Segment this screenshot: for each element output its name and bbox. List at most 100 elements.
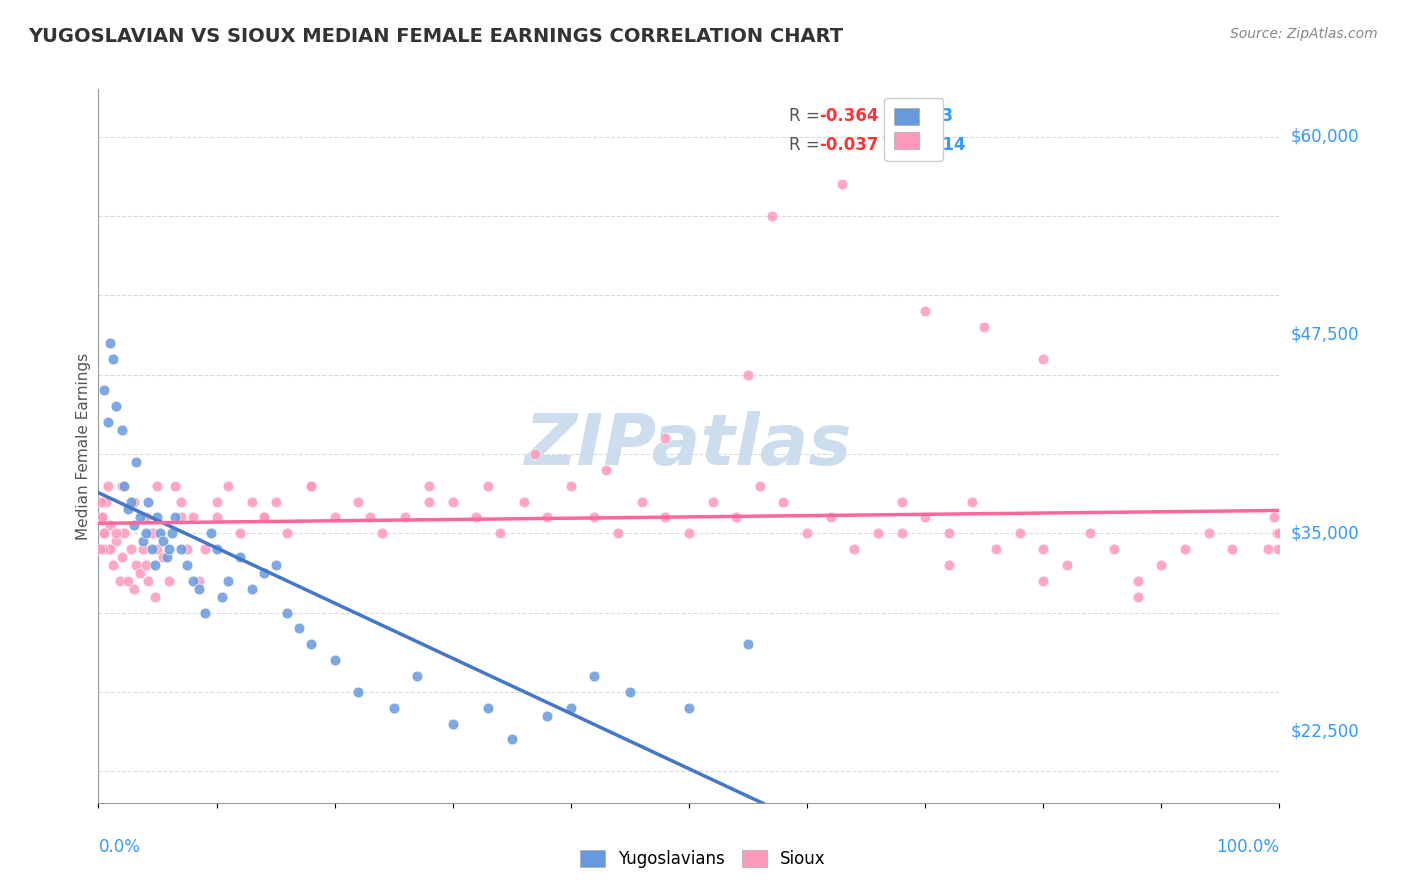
Point bbox=[1150, 558, 1173, 572]
Point bbox=[135, 558, 157, 572]
Point bbox=[105, 400, 128, 414]
Point bbox=[288, 621, 311, 635]
Point bbox=[276, 526, 298, 541]
Point bbox=[1032, 351, 1054, 366]
Point bbox=[91, 510, 114, 524]
Point bbox=[93, 526, 115, 541]
Text: ZIPatlas: ZIPatlas bbox=[526, 411, 852, 481]
Point bbox=[914, 510, 936, 524]
Legend: Yugoslavians, Sioux: Yugoslavians, Sioux bbox=[574, 843, 832, 875]
Point bbox=[477, 478, 499, 492]
Point bbox=[253, 566, 276, 580]
Point bbox=[98, 335, 121, 350]
Point bbox=[347, 494, 370, 508]
Point bbox=[1080, 526, 1102, 541]
Point bbox=[240, 494, 263, 508]
Point bbox=[418, 478, 440, 492]
Text: $60,000: $60,000 bbox=[1291, 128, 1360, 145]
Point bbox=[890, 494, 912, 508]
Point bbox=[132, 542, 155, 557]
Point bbox=[93, 384, 115, 398]
Point bbox=[866, 526, 889, 541]
Point bbox=[205, 510, 228, 524]
Point bbox=[595, 463, 617, 477]
Point bbox=[112, 526, 135, 541]
Text: 53: 53 bbox=[931, 107, 955, 125]
Y-axis label: Median Female Earnings: Median Female Earnings bbox=[76, 352, 91, 540]
Point bbox=[938, 558, 960, 572]
Point bbox=[536, 510, 558, 524]
Point bbox=[323, 653, 346, 667]
Point bbox=[1220, 542, 1243, 557]
Point bbox=[101, 351, 124, 366]
Point bbox=[136, 574, 159, 588]
Point bbox=[1265, 526, 1288, 541]
Point bbox=[152, 534, 174, 549]
Point bbox=[205, 494, 228, 508]
Point bbox=[890, 526, 912, 541]
Point bbox=[253, 510, 276, 524]
Point bbox=[1032, 574, 1054, 588]
Point bbox=[831, 178, 853, 192]
Point bbox=[583, 510, 606, 524]
Point bbox=[229, 526, 252, 541]
Point bbox=[702, 494, 724, 508]
Point bbox=[217, 574, 239, 588]
Point bbox=[112, 478, 135, 492]
Point bbox=[194, 542, 217, 557]
Point bbox=[97, 478, 120, 492]
Point bbox=[299, 637, 322, 651]
Point bbox=[94, 494, 117, 508]
Point bbox=[121, 494, 143, 508]
Point bbox=[394, 510, 416, 524]
Point bbox=[146, 510, 169, 524]
Point bbox=[136, 494, 159, 508]
Point bbox=[90, 494, 112, 508]
Point bbox=[359, 510, 381, 524]
Point bbox=[1263, 510, 1285, 524]
Text: $47,500: $47,500 bbox=[1291, 326, 1360, 344]
Point bbox=[122, 518, 145, 533]
Point bbox=[299, 478, 322, 492]
Text: R =: R = bbox=[789, 107, 825, 125]
Point bbox=[1056, 558, 1078, 572]
Point bbox=[678, 526, 700, 541]
Point bbox=[111, 423, 134, 437]
Point bbox=[1126, 574, 1149, 588]
Point bbox=[170, 542, 193, 557]
Point bbox=[117, 502, 139, 516]
Point bbox=[323, 510, 346, 524]
Point bbox=[211, 590, 233, 604]
Text: -0.364: -0.364 bbox=[818, 107, 879, 125]
Text: $35,000: $35,000 bbox=[1291, 524, 1360, 542]
Point bbox=[1032, 542, 1054, 557]
Point bbox=[157, 574, 180, 588]
Point bbox=[264, 558, 287, 572]
Point bbox=[489, 526, 512, 541]
Point bbox=[253, 510, 276, 524]
Point bbox=[135, 510, 157, 524]
Point bbox=[820, 510, 842, 524]
Point bbox=[619, 685, 641, 699]
Point bbox=[111, 549, 134, 564]
Point bbox=[93, 526, 115, 541]
Point bbox=[98, 518, 121, 533]
Point bbox=[737, 637, 759, 651]
Point bbox=[973, 320, 995, 334]
Point bbox=[441, 494, 464, 508]
Point bbox=[122, 494, 145, 508]
Point bbox=[194, 606, 217, 620]
Point bbox=[170, 510, 193, 524]
Point bbox=[748, 478, 770, 492]
Point bbox=[501, 732, 523, 747]
Point bbox=[157, 542, 180, 557]
Point bbox=[156, 549, 179, 564]
Point bbox=[1198, 526, 1220, 541]
Point bbox=[844, 542, 866, 557]
Text: N =: N = bbox=[884, 136, 931, 153]
Point bbox=[165, 478, 187, 492]
Point bbox=[149, 526, 172, 541]
Point bbox=[1174, 542, 1197, 557]
Point bbox=[200, 526, 222, 541]
Text: 114: 114 bbox=[931, 136, 966, 153]
